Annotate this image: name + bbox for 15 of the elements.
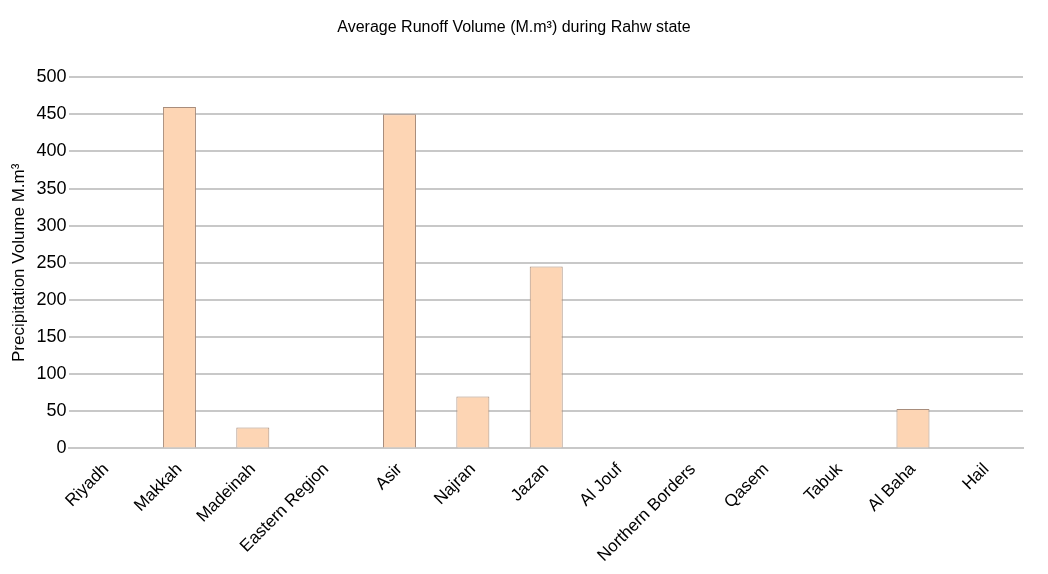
y-tick-label: 150 [36, 325, 67, 346]
y-tick-label: 350 [36, 177, 67, 198]
x-tick-label: Hail [958, 459, 993, 494]
y-tick-label: 500 [36, 66, 67, 87]
y-axis-title: Precipitation Volume M.m³ [8, 163, 28, 362]
y-tick-label: 250 [36, 251, 67, 272]
y-tick-label: 400 [36, 140, 67, 161]
x-tick-label: Asir [371, 459, 406, 494]
y-tick-label: 100 [36, 363, 67, 384]
chart-title: Average Runoff Volume (M.m³) during Rahw state [337, 18, 691, 36]
y-tick-label: 200 [36, 288, 67, 309]
y-tick-label: 0 [56, 437, 67, 458]
y-tick-label: 50 [46, 400, 67, 421]
y-tick-label: 300 [36, 214, 67, 235]
y-tick-label: 450 [36, 103, 67, 124]
